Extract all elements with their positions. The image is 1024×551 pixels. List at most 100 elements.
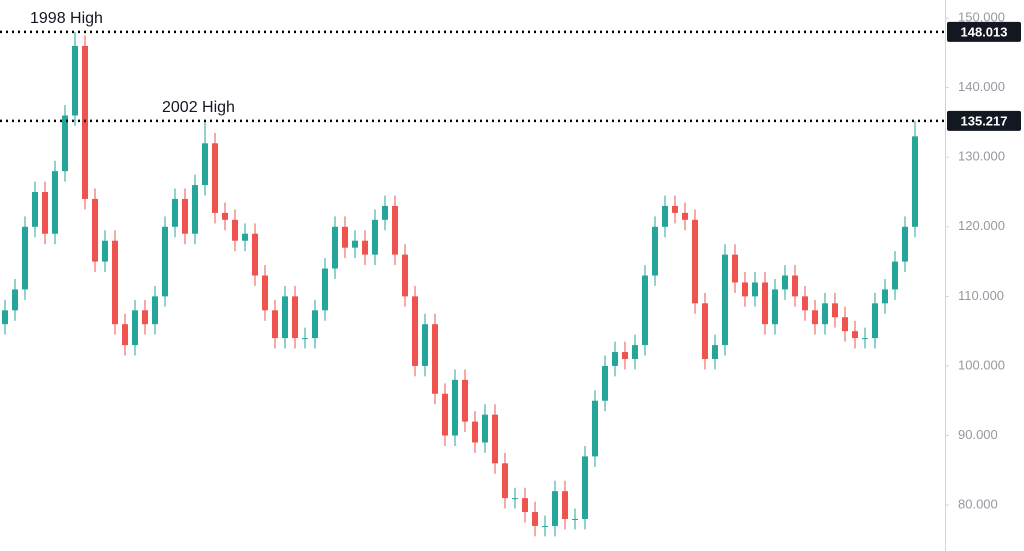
candle-body [102, 240, 108, 262]
candle-body [502, 463, 508, 499]
candle-body [482, 414, 488, 443]
candle-body [672, 205, 678, 213]
y-tick-label: 150.000 [958, 10, 1005, 25]
candle-body [492, 414, 498, 464]
level-label: 148.013 [961, 24, 1008, 39]
candle-body [52, 171, 58, 234]
candle-body [602, 365, 608, 401]
candle-body [222, 212, 228, 220]
candle-body [312, 310, 318, 339]
candle-body [372, 219, 378, 255]
candle-body [862, 338, 868, 340]
candle-body [82, 45, 88, 199]
candle-body [622, 352, 628, 359]
candle-body [582, 456, 588, 519]
candle-body [152, 296, 158, 325]
y-tick-label: 90.000 [958, 427, 998, 442]
candle-body [202, 143, 208, 186]
candle-body [72, 45, 78, 116]
candle-body [912, 136, 918, 227]
candle-body [822, 303, 828, 325]
candle-body [62, 115, 68, 172]
y-tick-label: 120.000 [958, 218, 1005, 233]
candle-body [2, 310, 8, 325]
candle-body [902, 226, 908, 262]
candle-body [342, 226, 348, 248]
candle-body [292, 296, 298, 339]
candle-body [392, 205, 398, 255]
level-annotation: 2002 High [162, 99, 235, 116]
candle-body [42, 192, 48, 234]
candle-body [712, 345, 718, 359]
y-tick-label: 130.000 [958, 149, 1005, 164]
candle-body [512, 498, 518, 500]
candle-body [432, 324, 438, 394]
candle-body [522, 498, 528, 513]
candle-body [832, 303, 838, 318]
candle-body [842, 317, 848, 332]
y-tick-label: 140.000 [958, 79, 1005, 94]
candle-body [442, 393, 448, 436]
candle-body [682, 212, 688, 220]
candle-body [542, 525, 548, 527]
candle-body [462, 379, 468, 422]
candle-body [332, 226, 338, 269]
candle-body [422, 324, 428, 366]
candle-body [892, 261, 898, 290]
candle-body [112, 240, 118, 325]
candle-body [732, 254, 738, 283]
candle-body [352, 240, 358, 248]
candle-body [662, 205, 668, 227]
candle-body [872, 303, 878, 339]
candle-body [742, 282, 748, 297]
candle-body [242, 233, 248, 241]
candle-body [32, 192, 38, 227]
candle-body [402, 254, 408, 297]
candle-body [612, 352, 618, 366]
candle-body [812, 310, 818, 325]
candle-body [562, 491, 568, 519]
candle-body [772, 289, 778, 325]
candle-body [162, 226, 168, 297]
candle-body [382, 205, 388, 220]
candle-body [322, 268, 328, 311]
candle-body [882, 289, 888, 304]
candle-body [362, 240, 368, 255]
candle-body [212, 143, 218, 213]
candle-body [22, 226, 28, 290]
candle-body [702, 303, 708, 359]
candle-body [12, 289, 18, 311]
y-tick-label: 110.000 [958, 288, 1004, 303]
candle-body [282, 296, 288, 339]
candle-body [692, 219, 698, 304]
candle-body [132, 310, 138, 346]
candle-body [232, 219, 238, 241]
level-annotation: 1998 High [30, 10, 103, 27]
candle-body [792, 275, 798, 297]
level-label: 135.217 [961, 113, 1008, 128]
candle-body [272, 310, 278, 339]
candle-body [262, 275, 268, 311]
candle-body [762, 282, 768, 325]
level-label-box [947, 110, 1021, 131]
candle-body [252, 233, 258, 276]
y-tick-label: 100.000 [958, 357, 1005, 372]
candle-body [852, 331, 858, 339]
candle-body [752, 282, 758, 297]
candle-body [122, 324, 128, 346]
candle-body [632, 345, 638, 359]
candle-body [172, 198, 178, 227]
candle-body [642, 275, 648, 346]
y-tick-label: 80.000 [958, 497, 998, 512]
candle-body [182, 198, 188, 234]
candle-body [452, 379, 458, 436]
candle-body [782, 275, 788, 290]
level-label-box [947, 21, 1021, 42]
candle-body [652, 226, 658, 276]
candle-body [142, 310, 148, 325]
candle-body [572, 518, 578, 520]
candle-body [192, 185, 198, 234]
candle-body [302, 338, 308, 340]
